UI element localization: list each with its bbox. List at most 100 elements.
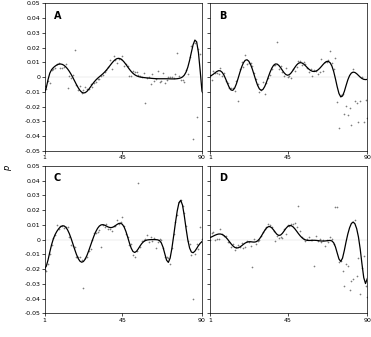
Point — [45, 79, 51, 84]
Point — [105, 64, 111, 69]
Point — [116, 56, 122, 62]
Point — [84, 86, 90, 92]
Point — [290, 66, 296, 72]
Point — [235, 98, 241, 104]
Point — [334, 99, 340, 105]
Point — [181, 80, 187, 85]
Point — [167, 261, 173, 267]
Point — [56, 226, 62, 232]
Point — [61, 64, 67, 70]
Point — [50, 66, 56, 71]
Point — [274, 39, 280, 44]
Point — [336, 259, 342, 264]
Point — [281, 226, 287, 232]
Point — [228, 245, 234, 250]
Point — [178, 78, 184, 83]
Point — [169, 245, 175, 251]
Point — [279, 69, 285, 75]
Point — [196, 246, 201, 251]
Point — [68, 242, 74, 247]
Point — [338, 93, 344, 98]
Point — [43, 86, 49, 91]
Point — [142, 237, 148, 242]
Point — [63, 224, 69, 230]
Point — [214, 236, 220, 242]
Point — [329, 236, 335, 241]
Point — [56, 60, 62, 65]
Point — [135, 181, 141, 186]
Point — [324, 60, 329, 65]
Point — [171, 232, 177, 237]
Point — [327, 234, 333, 239]
Point — [109, 228, 115, 234]
Point — [278, 235, 283, 240]
Point — [306, 235, 312, 240]
Point — [223, 78, 229, 84]
Point — [114, 60, 120, 66]
Point — [107, 58, 113, 63]
Point — [331, 66, 336, 72]
Point — [81, 286, 86, 291]
Point — [118, 56, 124, 61]
Point — [185, 71, 191, 76]
Point — [139, 239, 145, 244]
Point — [150, 71, 155, 76]
Point — [180, 203, 186, 209]
Point — [322, 60, 328, 65]
Point — [194, 114, 200, 120]
Point — [121, 223, 127, 228]
Point — [262, 91, 267, 97]
Point — [158, 78, 164, 83]
Point — [171, 75, 177, 80]
Point — [196, 47, 201, 52]
Point — [173, 219, 178, 224]
Point — [343, 104, 349, 109]
Point — [58, 223, 63, 228]
Point — [102, 225, 108, 230]
Point — [237, 245, 243, 250]
Point — [232, 89, 237, 94]
Point — [233, 78, 239, 84]
Point — [270, 229, 276, 234]
Point — [128, 241, 134, 246]
Point — [49, 67, 55, 72]
Point — [132, 69, 138, 75]
Point — [118, 219, 124, 224]
Point — [130, 252, 136, 257]
Point — [316, 69, 322, 74]
Point — [210, 68, 216, 74]
Point — [188, 43, 194, 48]
Point — [331, 241, 336, 247]
Text: A: A — [54, 11, 62, 21]
Point — [217, 65, 223, 71]
Point — [121, 63, 127, 69]
Point — [155, 68, 161, 73]
Point — [288, 76, 294, 81]
Point — [141, 70, 147, 76]
Point — [63, 62, 69, 67]
Point — [157, 79, 162, 85]
Point — [221, 233, 227, 239]
Point — [308, 238, 313, 243]
Point — [235, 242, 241, 247]
Point — [146, 239, 152, 244]
Point — [79, 257, 85, 263]
Point — [82, 255, 88, 261]
Point — [135, 72, 141, 77]
Point — [66, 234, 72, 240]
Point — [230, 241, 236, 247]
Point — [352, 98, 358, 103]
Point — [96, 227, 102, 232]
Point — [187, 55, 193, 60]
Point — [158, 237, 164, 243]
Point — [153, 76, 159, 82]
Point — [73, 254, 79, 260]
Point — [224, 239, 230, 245]
Point — [242, 244, 248, 249]
Point — [276, 66, 282, 71]
Point — [332, 205, 338, 210]
Point — [116, 221, 122, 226]
Point — [102, 69, 108, 74]
Point — [199, 236, 205, 242]
Point — [256, 238, 262, 243]
